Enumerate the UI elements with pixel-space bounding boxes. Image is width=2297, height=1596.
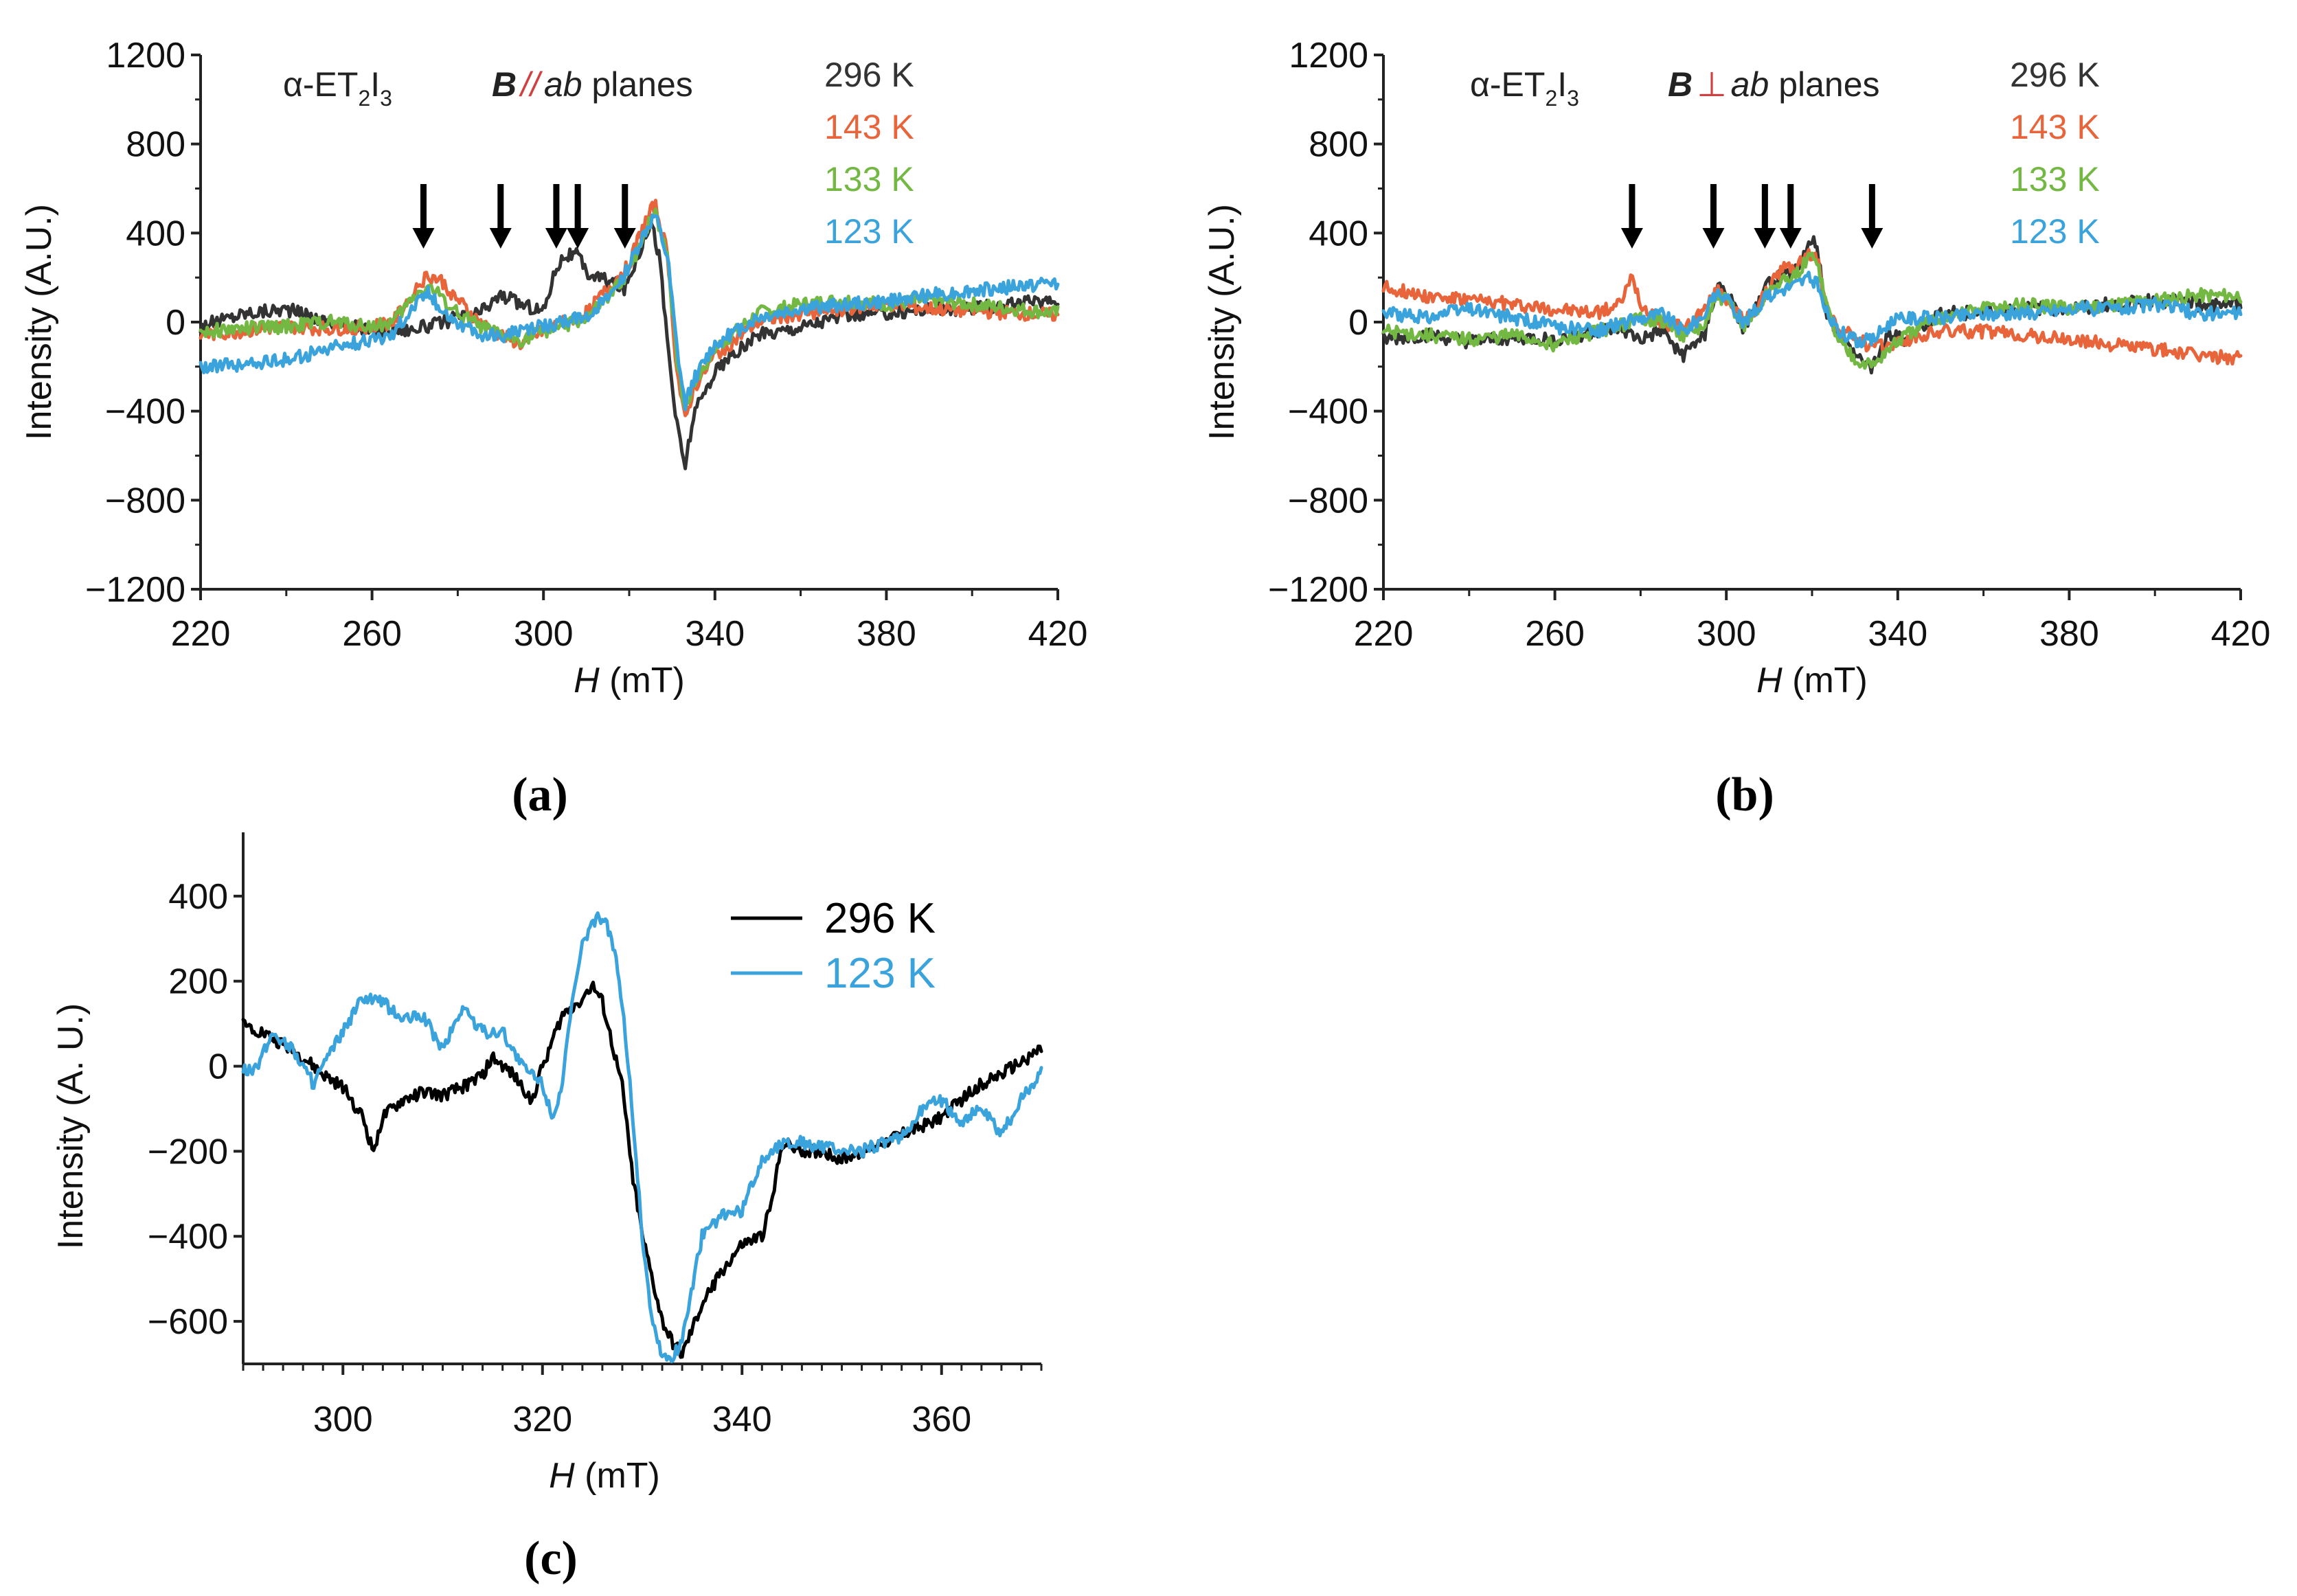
y-tick-label: −1200 <box>1268 570 1368 610</box>
legend-296k: 296 K <box>2010 56 2100 94</box>
peak-arrow <box>613 184 636 249</box>
legend-296k: 296 K <box>824 56 914 94</box>
compound-label: α-ET2I3 <box>1470 65 1579 111</box>
y-axis-title: Intensity (A.U.) <box>19 204 59 440</box>
x-axis-title: H (mT) <box>1756 661 1868 700</box>
series-layer <box>1381 235 2243 375</box>
peak-arrow <box>1754 184 1776 249</box>
y-tick-label: −1200 <box>85 570 185 610</box>
peak-arrow <box>412 184 435 249</box>
x-tick-label: 320 <box>512 1400 572 1439</box>
legend-143k: 143 K <box>824 108 914 146</box>
x-tick-label: 420 <box>1028 614 1088 654</box>
x-axis-title: H (mT) <box>574 661 685 700</box>
y-tick-label: 0 <box>1348 303 1368 343</box>
y-tick-label: 0 <box>208 1047 228 1087</box>
y-tick-label: 400 <box>126 214 185 253</box>
y-tick-label: 1200 <box>106 36 185 76</box>
peak-arrow <box>1779 184 1802 249</box>
y-tick-label: 800 <box>126 125 185 165</box>
y-axis-title: Intensity (A. U.) <box>51 1003 91 1249</box>
x-tick-label: 340 <box>685 614 745 654</box>
y-tick-label: −600 <box>148 1302 228 1342</box>
y-tick-label: −400 <box>148 1217 228 1257</box>
x-tick-label: 380 <box>857 614 916 654</box>
legend-123k: 123 K <box>824 950 936 997</box>
x-ticks: 300 320 340 360 <box>242 1364 1043 1439</box>
legend-133k: 133 K <box>2010 160 2100 198</box>
x-tick-label: 220 <box>1354 614 1414 654</box>
peak-arrow <box>1702 184 1725 249</box>
peak-arrow <box>567 184 589 249</box>
x-tick-label: 260 <box>1525 614 1585 654</box>
y-tick-label: 400 <box>1309 214 1368 253</box>
peak-arrow <box>1861 184 1883 249</box>
y-tick-label: −800 <box>105 481 185 521</box>
x-ticks: 220 260 300 340 380 420 <box>1354 589 2271 654</box>
x-tick-label: 300 <box>1697 614 1756 654</box>
y-tick-label: 400 <box>168 877 228 917</box>
peak-arrow <box>545 184 567 249</box>
y-tick-label: 0 <box>166 303 185 343</box>
y-axis-title: Intensity (A.U.) <box>1202 204 1242 440</box>
y-ticks: 400 200 0 −200 −400 −600 <box>148 877 243 1342</box>
series-layer <box>199 198 1060 470</box>
peak-arrows <box>412 184 636 249</box>
panel-label-c: (c) <box>524 1532 578 1585</box>
series-layer <box>241 911 1043 1363</box>
series-line-123k <box>199 213 1060 411</box>
legend: 296 K 143 K 133 K 123 K <box>2010 56 2100 251</box>
x-tick-label: 380 <box>2039 614 2099 654</box>
y-ticks: 1200 800 400 0 −400 −800 −1200 <box>1268 36 1383 610</box>
y-tick-label: −400 <box>105 392 185 432</box>
peak-arrow <box>489 184 512 249</box>
y-tick-label: −800 <box>1288 481 1368 521</box>
y-tick-label: 200 <box>168 962 228 1002</box>
series-line-296k <box>241 980 1043 1359</box>
legend-296k: 296 K <box>824 895 936 942</box>
compound-label: α-ET2I3 <box>283 65 392 111</box>
field-orientation-label: B ⊥ ab planes <box>1668 65 1880 104</box>
x-tick-label: 340 <box>712 1400 772 1439</box>
y-tick-label: −200 <box>148 1132 228 1172</box>
panel-a-chart: 1200 800 400 0 −400 −800 −1200 220 260 300 340 380… <box>19 36 1087 821</box>
y-tick-label: 1200 <box>1289 36 1368 76</box>
peak-arrow <box>1620 184 1643 249</box>
legend-123k: 123 K <box>2010 212 2100 251</box>
x-tick-label: 260 <box>342 614 402 654</box>
y-ticks: 1200 800 400 0 −400 −800 −1200 <box>85 36 201 610</box>
y-tick-label: −400 <box>1288 392 1368 432</box>
legend: 296 K 143 K 133 K 123 K <box>824 56 914 251</box>
x-tick-label: 360 <box>912 1400 971 1439</box>
y-tick-label: 800 <box>1309 125 1368 165</box>
legend-123k: 123 K <box>824 212 914 251</box>
panel-label-a: (a) <box>512 768 568 821</box>
peak-arrows <box>1620 184 1883 249</box>
series-line-123k <box>241 911 1043 1363</box>
x-ticks: 220 260 300 340 380 420 <box>171 589 1088 654</box>
legend-143k: 143 K <box>2010 108 2100 146</box>
x-tick-label: 220 <box>171 614 231 654</box>
legend-133k: 133 K <box>824 160 914 198</box>
x-tick-label: 340 <box>1868 614 1927 654</box>
series-line-123k <box>1381 271 2243 349</box>
panel-label-b: (b) <box>1715 768 1774 821</box>
x-tick-label: 300 <box>514 614 574 654</box>
x-tick-label: 420 <box>2211 614 2271 654</box>
panel-b-chart: 1200 800 400 0 −400 −800 −1200 220 260 300 340 380… <box>1202 36 2270 821</box>
field-orientation-label: B//ab planes <box>492 65 693 104</box>
x-tick-label: 300 <box>313 1400 373 1439</box>
legend: 296 K 123 K <box>731 895 936 997</box>
x-axis-title: H (mT) <box>549 1456 660 1496</box>
